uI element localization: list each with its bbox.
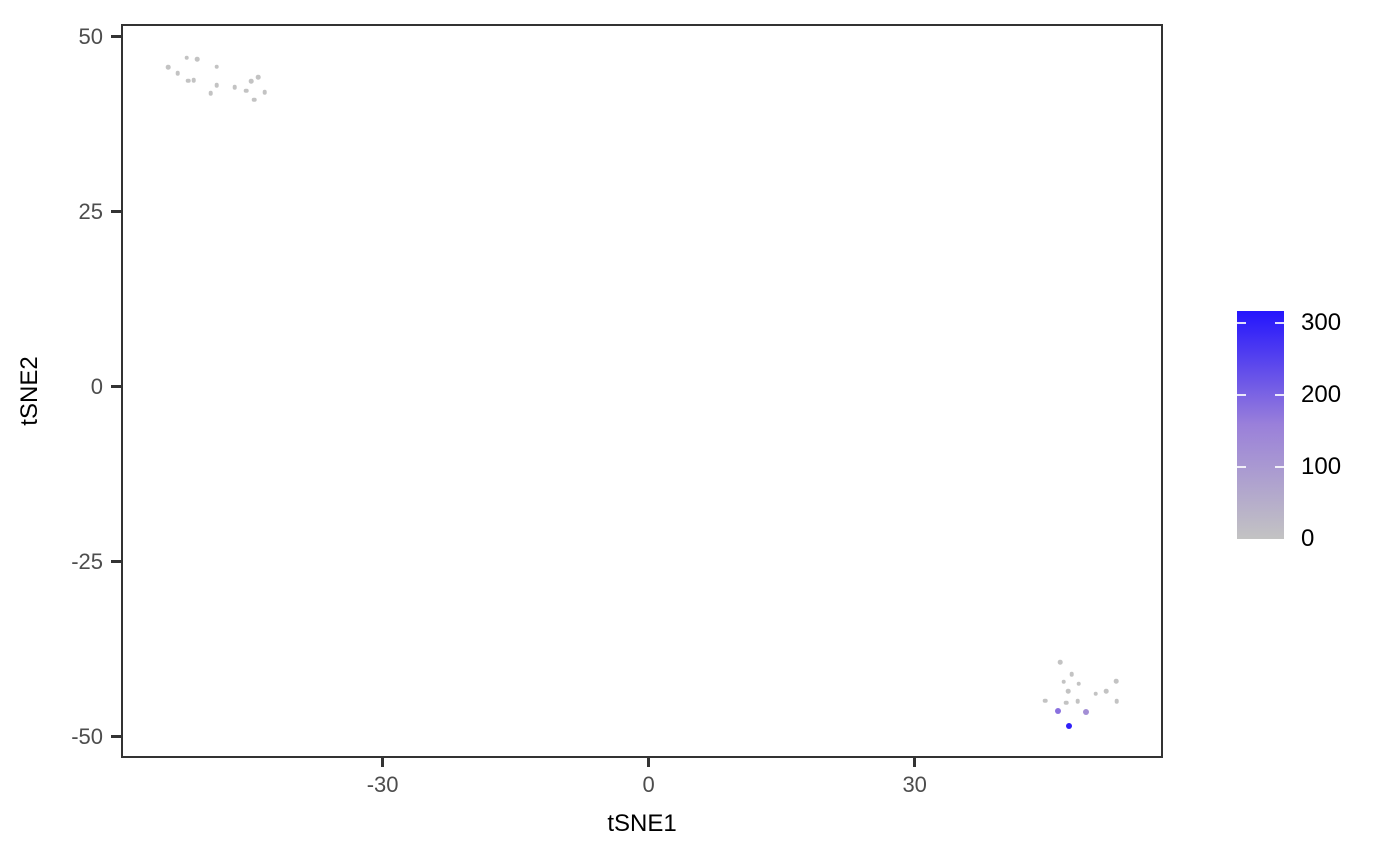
data-point (214, 82, 220, 88)
data-point (1113, 678, 1119, 684)
data-point (184, 55, 189, 60)
data-point (175, 70, 181, 76)
x-axis-title: tSNE1 (607, 810, 677, 837)
data-point (1065, 689, 1071, 694)
data-point (262, 89, 267, 95)
y-axis-tick-label: -25 (71, 548, 103, 574)
data-point (1103, 689, 1109, 694)
colorbar-tick-label: 100 (1301, 452, 1342, 480)
data-point (191, 77, 196, 83)
data-point (1057, 659, 1063, 665)
x-axis-tick-label: 30 (902, 772, 927, 797)
plot-panel (121, 24, 1163, 758)
data-point (256, 74, 261, 80)
data-point (1082, 709, 1089, 716)
data-point (165, 65, 171, 70)
colorbar-gradient (1237, 311, 1284, 539)
colorbar-tick-label: 300 (1301, 308, 1342, 336)
x-axis-tick (381, 758, 385, 767)
data-point (1061, 679, 1066, 684)
colorbar-tick (1275, 393, 1284, 396)
colorbar-tick (1275, 321, 1284, 324)
y-axis-tick-label: -50 (71, 723, 103, 749)
data-point (251, 97, 257, 102)
data-point (1076, 681, 1082, 687)
colorbar-tick-label: 0 (1301, 525, 1315, 552)
data-point (1069, 671, 1074, 677)
x-axis-tick-label: -30 (366, 772, 399, 797)
data-point (1065, 723, 1072, 730)
data-point (1093, 691, 1098, 696)
y-axis-tick (111, 560, 121, 564)
y-axis-tick (111, 385, 121, 389)
y-axis-tick-label: 25 (78, 198, 103, 224)
data-point (1055, 708, 1062, 715)
x-axis-tick (647, 758, 651, 767)
colorbar-tick-label: 200 (1301, 380, 1342, 408)
data-point (214, 64, 220, 70)
data-point (194, 56, 200, 62)
data-point (232, 84, 237, 90)
data-point (186, 78, 191, 84)
data-point (208, 91, 213, 96)
data-point (1042, 698, 1048, 703)
y-axis-tick (111, 35, 121, 39)
y-axis-tick (111, 210, 121, 214)
colorbar-tick (1275, 465, 1284, 468)
colorbar-tick (1237, 321, 1246, 324)
data-point (249, 79, 254, 84)
colorbar-tick (1237, 465, 1246, 468)
data-point (1114, 698, 1120, 704)
colorbar-tick (1237, 393, 1246, 396)
data-point (1064, 700, 1069, 705)
x-axis-tick-label: 0 (642, 772, 655, 797)
x-axis-tick (913, 758, 917, 767)
y-axis-tick-label: 50 (78, 23, 103, 49)
y-axis-tick (111, 735, 121, 739)
y-axis-tick-label: 0 (90, 373, 103, 399)
data-point (1075, 698, 1081, 704)
data-point (243, 88, 249, 93)
